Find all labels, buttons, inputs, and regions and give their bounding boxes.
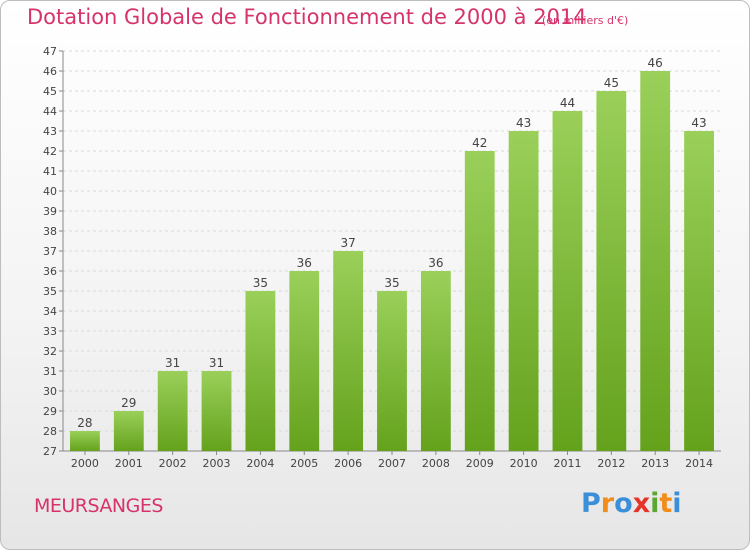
y-tick-label: 32 (43, 345, 57, 358)
commune-name: MEURSANGES (34, 495, 163, 517)
y-tick-label: 42 (43, 145, 57, 158)
bar-value-label: 43 (691, 116, 706, 130)
x-tick-label: 2006 (334, 457, 362, 470)
bar (157, 371, 188, 451)
bar (201, 371, 232, 451)
y-tick-label: 34 (43, 305, 57, 318)
bar-value-label: 44 (560, 96, 575, 110)
y-tick-label: 43 (43, 125, 57, 138)
logo-letter: x (632, 488, 651, 519)
y-tick-label: 44 (43, 105, 57, 118)
chart-unit-label: (en milliers d'€) (542, 14, 629, 27)
x-tick-label: 2014 (685, 457, 713, 470)
x-tick-label: 2005 (290, 457, 318, 470)
y-tick-label: 47 (43, 45, 57, 58)
x-tick-label: 2011 (553, 457, 581, 470)
bar-value-label: 37 (340, 236, 355, 250)
x-tick-label: 2009 (466, 457, 494, 470)
logo-letter: i (650, 488, 660, 519)
bar (377, 291, 407, 451)
x-tick-label: 2001 (115, 457, 143, 470)
y-tick-label: 30 (43, 385, 57, 398)
bar-value-label: 36 (297, 256, 312, 270)
bar-value-label: 35 (253, 276, 268, 290)
x-tick-label: 2004 (246, 457, 274, 470)
bar-value-label: 36 (428, 256, 443, 270)
bar-value-label: 42 (472, 136, 487, 150)
bar-value-label: 46 (648, 56, 663, 70)
chart-title: Dotation Globale de Fonctionnement de 20… (27, 5, 587, 29)
y-tick-label: 45 (43, 85, 57, 98)
bar (596, 91, 627, 451)
bar (245, 291, 276, 451)
bar (464, 151, 495, 451)
x-tick-label: 2012 (597, 457, 625, 470)
bar-value-label: 29 (121, 396, 136, 410)
bar (289, 271, 320, 451)
logo-letter: o (614, 488, 633, 519)
bar-value-label: 31 (165, 356, 180, 370)
bar-value-label: 45 (604, 76, 619, 90)
y-tick-label: 28 (43, 425, 57, 438)
proxiti-logo: Proxiti (581, 488, 682, 519)
x-tick-label: 2003 (203, 457, 231, 470)
bar (684, 131, 714, 451)
x-tick-label: 2013 (641, 457, 669, 470)
y-tick-label: 35 (43, 285, 57, 298)
bar (552, 111, 583, 451)
bar (420, 271, 451, 451)
logo-letter: P (581, 488, 601, 519)
x-tick-label: 2000 (71, 457, 99, 470)
y-tick-label: 29 (43, 405, 57, 418)
y-tick-label: 41 (43, 165, 57, 178)
y-tick-label: 33 (43, 325, 57, 338)
bar (333, 251, 364, 451)
y-tick-label: 37 (43, 245, 57, 258)
y-tick-label: 31 (43, 365, 57, 378)
y-tick-label: 38 (43, 225, 57, 238)
bar (508, 131, 539, 451)
bar (113, 411, 144, 451)
bar-value-label: 31 (209, 356, 224, 370)
y-tick-label: 27 (43, 445, 57, 458)
logo-letter: r (600, 488, 615, 519)
bar (640, 71, 671, 451)
bar-value-label: 28 (77, 416, 92, 430)
bar-value-label: 43 (516, 116, 531, 130)
y-tick-label: 46 (43, 65, 57, 78)
y-tick-label: 39 (43, 205, 57, 218)
x-tick-label: 2002 (159, 457, 187, 470)
bar (70, 431, 100, 451)
y-tick-label: 36 (43, 265, 57, 278)
x-tick-label: 2010 (510, 457, 538, 470)
bar-value-label: 35 (384, 276, 399, 290)
logo-letter: t (659, 488, 673, 519)
x-tick-label: 2007 (378, 457, 406, 470)
x-tick-label: 2008 (422, 457, 450, 470)
logo-letter: i (672, 488, 682, 519)
y-tick-label: 40 (43, 185, 57, 198)
